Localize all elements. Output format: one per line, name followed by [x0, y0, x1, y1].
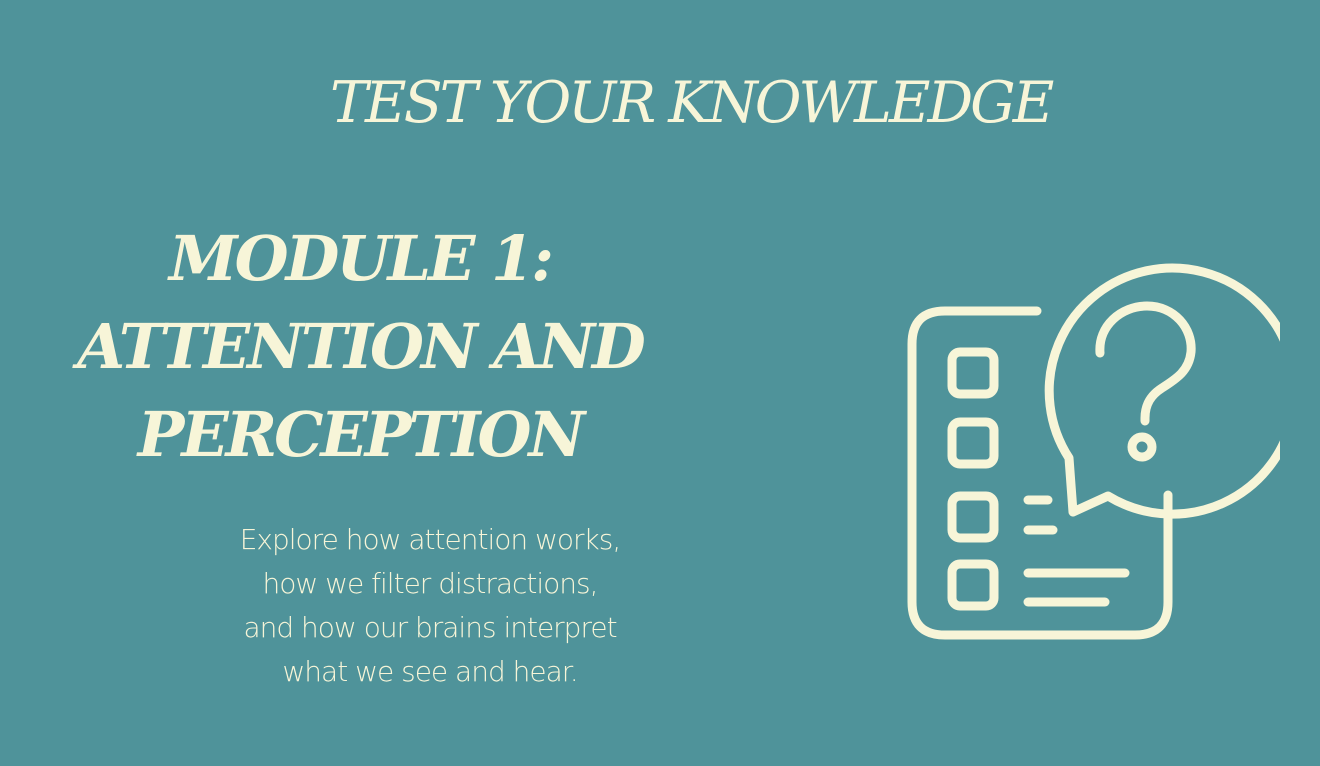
description-line: what we see and hear. [282, 655, 578, 688]
module-title: MODULE 1: ATTENTION AND PERCEPTION [45, 215, 675, 479]
module-description: Explore how attention works, how we filt… [205, 518, 655, 694]
description-line: how we filter distractions, [262, 567, 598, 600]
module-title-line: MODULE 1: [169, 222, 554, 295]
module-title-line: PERCEPTION [137, 398, 585, 471]
checkbox-icon [947, 347, 999, 399]
clipboard-icon [907, 306, 1173, 640]
checkbox-icon [947, 417, 999, 469]
checkbox-icon [947, 491, 999, 543]
description-line: Explore how attention works, [239, 523, 622, 556]
checkbox-icon [947, 559, 999, 611]
quiz-question-icon [895, 240, 1300, 650]
top-title: TEST YOUR KNOWLEDGE [330, 70, 1054, 136]
speech-bubble-icon [1044, 263, 1300, 519]
question-dot-icon [1127, 432, 1157, 462]
module-title-line: ATTENTION AND [77, 310, 646, 383]
question-mark-icon [1095, 301, 1196, 426]
description-line: and how our brains interpret [243, 611, 617, 644]
